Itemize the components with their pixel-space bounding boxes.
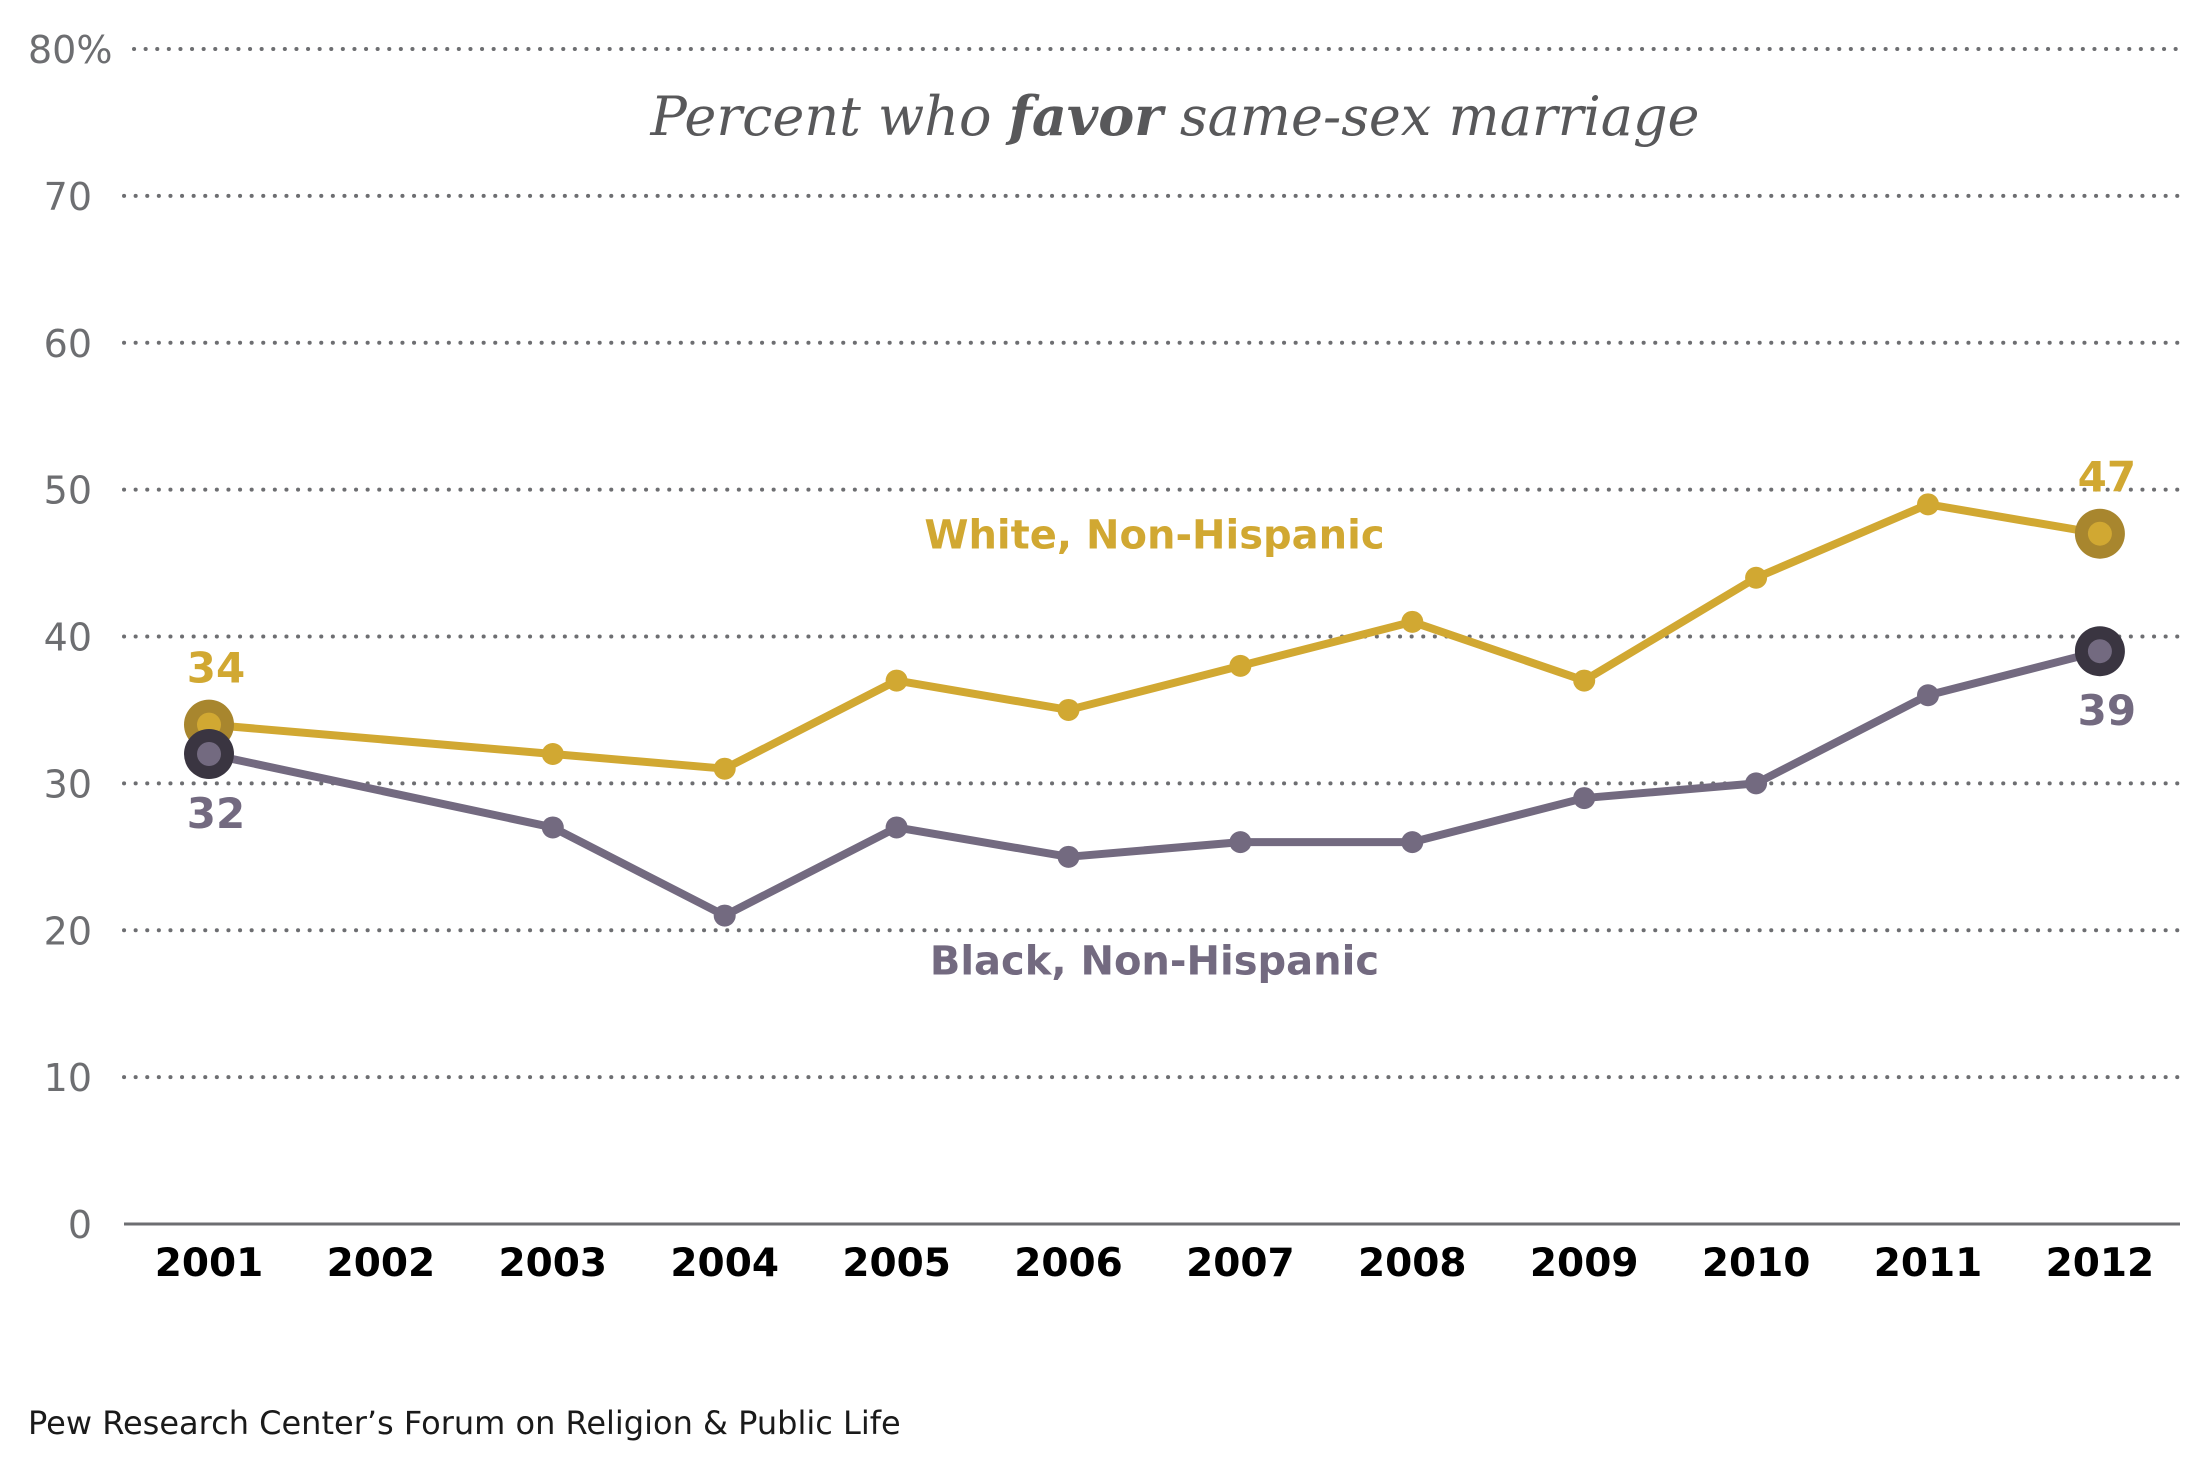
y-tick-label: 60	[44, 322, 92, 366]
x-tick-label: 2006	[1014, 1241, 1123, 1286]
y-tick-label: 80%	[28, 28, 112, 72]
data-point	[1917, 684, 1939, 707]
data-point	[2087, 521, 2112, 546]
title-text: same-sex marriage	[1163, 85, 1700, 148]
title-text: Percent who	[649, 85, 1008, 148]
y-axis-ticks: 0 10 20 30 40 50 60 70 80%	[28, 28, 112, 1247]
y-tick-label: 70	[44, 175, 92, 219]
data-point	[1229, 831, 1252, 854]
data-label: 47	[2078, 453, 2136, 502]
data-label: 32	[187, 789, 245, 838]
y-tick-label: 10	[44, 1056, 92, 1100]
data-point	[1401, 831, 1424, 854]
chart-title: Percent who favor same-sex marriage	[649, 84, 1699, 148]
x-tick-label: 2011	[1874, 1241, 1983, 1286]
data-point	[1401, 610, 1424, 633]
x-tick-label: 2002	[327, 1241, 436, 1286]
data-point	[2087, 639, 2112, 664]
x-tick-label: 2010	[1702, 1241, 1811, 1286]
data-point	[885, 669, 908, 692]
gridlines	[122, 47, 2182, 1226]
series-label: Black, Non-Hispanic	[930, 938, 1379, 984]
data-label: 39	[2078, 686, 2136, 735]
x-tick-label: 2007	[1186, 1241, 1295, 1286]
x-tick-label: 2008	[1358, 1241, 1467, 1286]
y-tick-label: 50	[44, 469, 92, 513]
data-point	[713, 904, 736, 927]
series-white-non-hispanic: 34 47 White, Non-Hispanic	[184, 453, 2136, 780]
data-point	[541, 743, 564, 765]
series-group: 34 47 White, Non-Hispanic 32 39 Black, Non-Hi…	[184, 453, 2136, 984]
data-point	[1229, 654, 1252, 677]
x-axis-ticks: 2001 2002 2003 2004 2005 2006 2007 2008 2009 2010…	[155, 1241, 2154, 1286]
data-point	[713, 757, 736, 780]
y-tick-label: 40	[44, 616, 92, 660]
x-tick-label: 2012	[2046, 1241, 2155, 1286]
x-tick-label: 2003	[499, 1241, 608, 1286]
data-label: 34	[187, 644, 245, 693]
data-point	[1917, 493, 1939, 516]
x-tick-label: 2004	[670, 1241, 779, 1286]
data-point	[1745, 772, 1768, 795]
data-point	[1057, 845, 1080, 868]
data-point	[541, 816, 564, 839]
source-note: Pew Research Center’s Forum on Religion …	[28, 1404, 901, 1442]
data-point	[1745, 566, 1768, 589]
title-emphasis: favor	[1005, 84, 1167, 148]
series-black-non-hispanic: 32 39 Black, Non-Hispanic	[184, 626, 2136, 984]
x-tick-label: 2009	[1530, 1241, 1639, 1286]
data-point	[1057, 698, 1080, 721]
y-tick-label: 30	[44, 762, 92, 806]
series-label: White, Non-Hispanic	[924, 512, 1384, 558]
x-tick-label: 2001	[155, 1241, 264, 1286]
data-point	[1573, 787, 1596, 810]
y-tick-label: 0	[68, 1203, 92, 1247]
data-point	[197, 742, 221, 766]
x-tick-label: 2005	[842, 1241, 951, 1286]
y-tick-label: 20	[44, 909, 92, 953]
data-point	[1573, 669, 1596, 692]
data-point	[885, 816, 908, 839]
